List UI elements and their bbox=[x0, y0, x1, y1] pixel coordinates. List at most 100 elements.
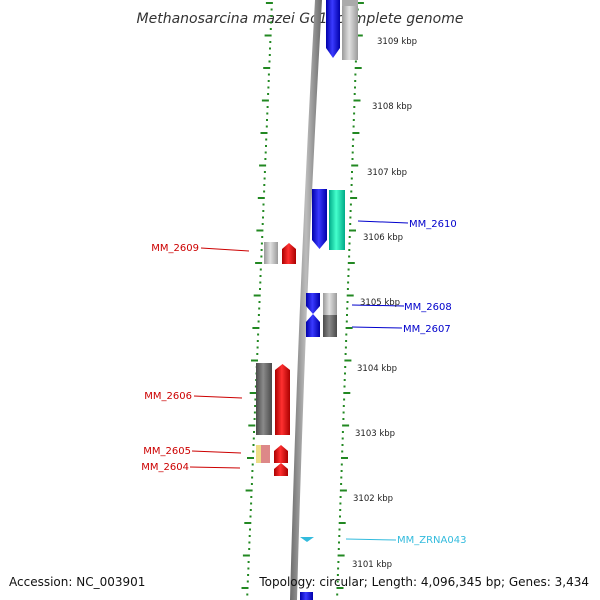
ruler-minor-tick bbox=[337, 548, 340, 550]
ruler-minor-tick bbox=[253, 411, 256, 414]
ruler-major-tick bbox=[252, 327, 260, 329]
gene-label-mm-2604[interactable]: MM_2604 bbox=[141, 462, 189, 473]
ruler-minor-tick bbox=[338, 528, 341, 531]
gene-label-mm-2606[interactable]: MM_2606 bbox=[144, 391, 192, 402]
ruler-minor-tick bbox=[344, 346, 347, 349]
gene-label-mm-2607[interactable]: MM_2607 bbox=[403, 324, 451, 335]
ruler-minor-tick bbox=[336, 574, 339, 576]
gene-label-mm-2610[interactable]: MM_2610 bbox=[409, 219, 457, 230]
ruler-minor-tick bbox=[262, 216, 264, 219]
ruler-minor-tick bbox=[256, 346, 259, 349]
gene-arrow-mm-2609-blue bbox=[312, 189, 327, 249]
gene-box-mm-2605-yellow bbox=[256, 445, 261, 463]
ruler-major-tick bbox=[245, 489, 253, 492]
ruler-major-tick bbox=[263, 67, 271, 69]
ruler-minor-tick bbox=[251, 463, 254, 466]
ruler-minor-tick bbox=[250, 496, 253, 498]
ruler-major-tick bbox=[241, 587, 249, 589]
ruler-minor-tick bbox=[352, 119, 355, 121]
ruler-minor-tick bbox=[346, 314, 348, 316]
kbp-label: 3102 kbp bbox=[353, 494, 393, 504]
ruler-major-tick bbox=[353, 99, 361, 102]
ruler-major-tick bbox=[344, 359, 352, 362]
gene-box-mm-2610 bbox=[329, 190, 345, 250]
ruler-major-tick bbox=[347, 262, 355, 264]
ruler-minor-tick bbox=[252, 444, 255, 446]
ruler-minor-tick bbox=[343, 385, 346, 388]
ruler-minor-tick bbox=[348, 242, 351, 245]
leader-mm-zrna043 bbox=[345, 538, 397, 541]
ruler-minor-tick bbox=[260, 242, 263, 245]
ruler-minor-tick bbox=[339, 515, 341, 518]
ruler-minor-tick bbox=[339, 496, 342, 498]
map-title: Methanosarcina mazei Go1, complete genom… bbox=[137, 11, 464, 27]
ruler-minor-tick bbox=[336, 593, 339, 596]
ruler-minor-tick bbox=[337, 567, 340, 570]
gene-box-mm-2608 bbox=[323, 293, 337, 315]
ruler-minor-tick bbox=[337, 561, 340, 563]
ruler-minor-tick bbox=[347, 275, 350, 277]
gene-box-blue-bottom bbox=[300, 592, 313, 600]
gene-arrow-mm-2605 bbox=[274, 445, 288, 463]
ruler-minor-tick bbox=[354, 80, 357, 82]
ruler-minor-tick bbox=[258, 301, 261, 303]
ruler-minor-tick bbox=[350, 177, 353, 180]
ruler-major-tick bbox=[244, 522, 252, 524]
ruler-minor-tick bbox=[260, 249, 263, 251]
ruler-minor-tick bbox=[262, 210, 265, 212]
ruler-minor-tick bbox=[263, 177, 266, 180]
leader-mm-2605 bbox=[191, 450, 242, 454]
ruler-minor-tick bbox=[343, 379, 346, 381]
kbp-labels: 3109 kbp 3108 kbp 3107 kbp 3106 kbp 3105… bbox=[352, 37, 417, 570]
ruler-minor-tick bbox=[342, 411, 345, 414]
gene-label-mm-2605[interactable]: MM_2605 bbox=[143, 446, 191, 457]
leader-mm-2608 bbox=[351, 304, 405, 307]
ruler-major-tick bbox=[345, 327, 353, 329]
ruler-minor-tick bbox=[248, 548, 251, 550]
leader-mm-2604 bbox=[189, 466, 241, 469]
ruler-minor-tick bbox=[340, 476, 343, 479]
ruler-minor-tick bbox=[351, 158, 354, 160]
ruler-minor-tick bbox=[340, 463, 343, 466]
ruler-minor-tick bbox=[263, 171, 266, 173]
gene-label-mm-zrna043[interactable]: MM_ZRNA043 bbox=[397, 535, 466, 546]
ruler-minor-tick bbox=[270, 21, 273, 24]
kbp-label: 3107 kbp bbox=[367, 168, 407, 178]
ruler-major-tick bbox=[337, 554, 345, 557]
ruler-minor-tick bbox=[267, 93, 270, 95]
kbp-label: 3109 kbp bbox=[377, 37, 417, 47]
ruler-minor-tick bbox=[353, 93, 356, 95]
ruler-minor-tick bbox=[265, 145, 267, 147]
ruler-minor-tick bbox=[261, 236, 264, 238]
ruler-major-tick bbox=[346, 294, 354, 297]
ruler-minor-tick bbox=[336, 580, 339, 583]
gene-box-mm-2609-gray bbox=[264, 242, 278, 264]
ruler-minor-tick bbox=[264, 158, 267, 160]
gene-label-mm-2609[interactable]: MM_2609 bbox=[151, 243, 199, 254]
ruler-minor-tick bbox=[349, 216, 352, 219]
ruler-minor-tick bbox=[269, 41, 272, 43]
ruler-major-tick bbox=[261, 99, 269, 102]
left-ruler bbox=[241, 2, 273, 596]
gene-arrow-mm-2606-red bbox=[275, 364, 290, 435]
ruler-minor-tick bbox=[347, 268, 350, 271]
ruler-minor-tick bbox=[259, 275, 262, 277]
gene-box-gray-top bbox=[342, 0, 358, 6]
ruler-minor-tick bbox=[254, 405, 257, 407]
ruler-major-tick bbox=[349, 229, 356, 232]
ruler-minor-tick bbox=[256, 340, 259, 342]
gene-label-mm-2608[interactable]: MM_2608 bbox=[404, 302, 452, 313]
ruler-minor-tick bbox=[247, 574, 250, 576]
ruler-minor-tick bbox=[252, 437, 255, 440]
gene-arrow-blue-top bbox=[326, 0, 340, 58]
ruler-minor-tick bbox=[259, 281, 262, 284]
ruler-minor-tick bbox=[350, 184, 353, 186]
ruler-major-tick bbox=[341, 457, 348, 459]
ruler-minor-tick bbox=[347, 281, 350, 284]
ruler-major-tick bbox=[264, 34, 272, 37]
ruler-minor-tick bbox=[259, 288, 261, 290]
ruler-minor-tick bbox=[254, 398, 257, 401]
ruler-minor-tick bbox=[339, 509, 342, 511]
ruler-minor-tick bbox=[269, 47, 271, 50]
ruler-major-tick bbox=[249, 392, 257, 394]
